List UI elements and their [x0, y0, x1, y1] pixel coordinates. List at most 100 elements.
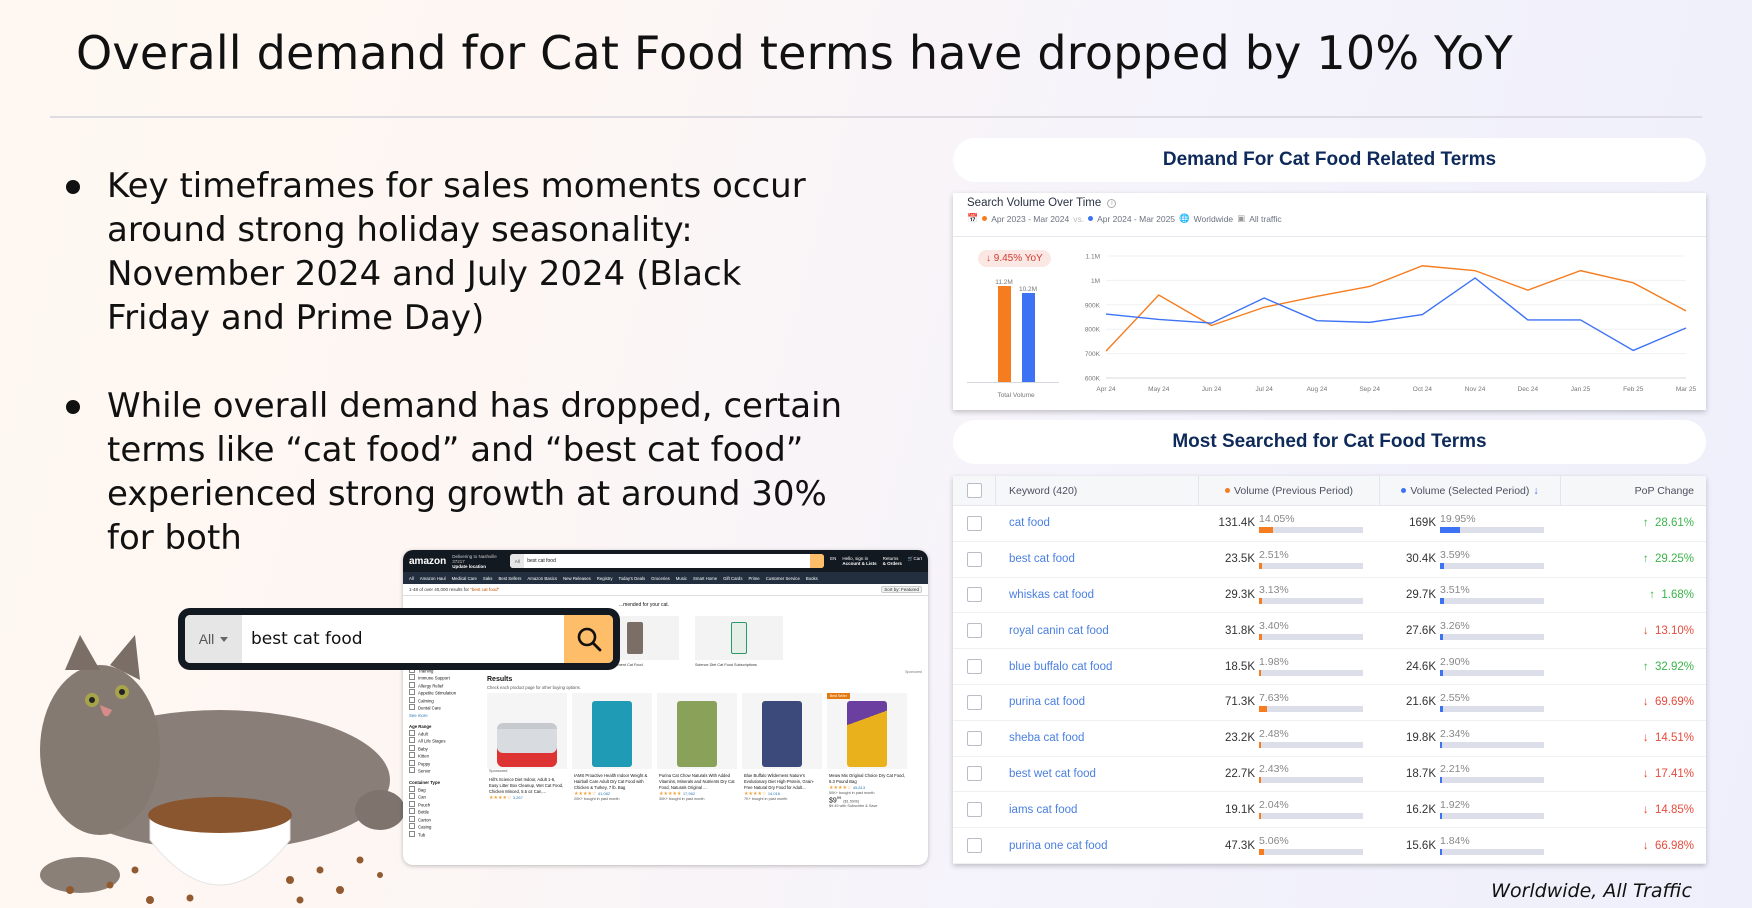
filter-option[interactable]: Dental Care: [409, 704, 479, 712]
rating-stars[interactable]: ★★★★☆ 3,267: [489, 795, 523, 801]
keyword-link[interactable]: sheba cat food: [1009, 732, 1085, 745]
traffic-filter[interactable]: All traffic: [1249, 213, 1282, 224]
keyword-link[interactable]: royal canin cat food: [1009, 624, 1109, 637]
product-image[interactable]: [657, 693, 737, 769]
header-volume-previous[interactable]: Volume (Previous Period): [1199, 476, 1380, 505]
filter-option[interactable]: Senior: [409, 767, 479, 775]
product-title[interactable]: Meow Mix Original Choice Dry Cat Food, 6…: [829, 773, 905, 784]
calendar-icon[interactable]: 📅: [967, 213, 979, 223]
rating-stars[interactable]: ★★★★☆ 41,082: [574, 791, 611, 797]
row-checkbox[interactable]: [967, 623, 982, 639]
amazon-search-button[interactable]: [810, 554, 825, 568]
product-image[interactable]: Best Seller: [827, 693, 907, 769]
filter-option[interactable]: Allergy Relief: [409, 682, 479, 690]
keyword-link[interactable]: iams cat food: [1009, 803, 1078, 816]
table-row[interactable]: best cat food 23.5K 2.51% 30.4K 3.59% ↑ 29.25…: [953, 542, 1706, 578]
filter-option[interactable]: Carton: [409, 816, 479, 824]
table-row[interactable]: purina cat food 71.3K 7.63% 21.6K 2.55% ↓ 69.…: [953, 685, 1706, 721]
nav-item[interactable]: Music: [675, 575, 687, 581]
keyword-link[interactable]: purina cat food: [1009, 696, 1086, 709]
row-checkbox[interactable]: [967, 551, 982, 567]
row-checkbox[interactable]: [967, 587, 982, 603]
filter-option[interactable]: Tub: [409, 831, 479, 839]
filter-option[interactable]: Can: [409, 793, 479, 801]
filter-option[interactable]: Immune Support: [409, 674, 479, 682]
reco-caption[interactable]: Science Diet Cat Food Subscriptions: [695, 663, 757, 667]
bar-selected-period[interactable]: [1022, 293, 1035, 383]
select-all-checkbox[interactable]: [966, 483, 982, 498]
line-series[interactable]: [1105, 265, 1687, 352]
header-keyword[interactable]: Keyword (420): [996, 476, 1199, 505]
filter-option[interactable]: Puppy: [409, 760, 479, 768]
nav-item[interactable]: New Releases: [563, 575, 591, 581]
nav-item[interactable]: Groceries: [651, 575, 670, 581]
nav-item[interactable]: Prime: [748, 575, 760, 581]
filter-option[interactable]: Training: [409, 667, 479, 675]
filter-option[interactable]: Kitten: [409, 752, 479, 760]
nav-item[interactable]: Saks: [482, 575, 493, 581]
nav-item[interactable]: Books: [805, 575, 818, 581]
product-image[interactable]: [742, 693, 822, 769]
product-card[interactable]: Best Seller Meow Mix Original Choice Dry…: [827, 693, 907, 808]
period-prev[interactable]: Apr 2023 - Mar 2024: [991, 213, 1070, 224]
filter-option[interactable]: All Life Stages: [409, 737, 479, 745]
nav-item[interactable]: Medical Care: [451, 575, 477, 581]
cart-link[interactable]: 🛒Cart: [907, 556, 922, 561]
filter-option[interactable]: Casing: [409, 823, 479, 831]
table-row[interactable]: purina one cat food 47.3K 5.06% 15.6K 1.84% ↓…: [953, 828, 1706, 864]
table-row[interactable]: sheba cat food 23.2K 2.48% 19.8K 2.34% ↓ 14.5…: [953, 721, 1706, 757]
filter-option[interactable]: Calming: [409, 697, 479, 705]
sort-dropdown[interactable]: Sort by: Featured: [881, 586, 922, 593]
product-title[interactable]: IAMS Proactive Health Indoor Weight & Ha…: [574, 773, 648, 790]
filter-option[interactable]: Bottle: [409, 808, 479, 816]
keyword-link[interactable]: blue buffalo cat food: [1009, 660, 1113, 673]
row-checkbox[interactable]: [967, 766, 982, 782]
row-checkbox[interactable]: [967, 659, 982, 675]
search-category-dropdown[interactable]: All: [185, 615, 242, 663]
nav-item[interactable]: Smart Home: [693, 575, 718, 581]
geo-filter[interactable]: Worldwide: [1193, 213, 1234, 224]
product-card[interactable]: Purina Cat Chow Naturals With Added Vita…: [657, 693, 737, 801]
reco-tile[interactable]: [695, 616, 783, 660]
nav-item[interactable]: Amazon Basics: [527, 575, 558, 581]
rating-stars[interactable]: ★★★★★ 17,962: [659, 791, 696, 797]
product-title[interactable]: Hill's Science Diet Indoor, Adult 1-6, E…: [489, 777, 564, 794]
product-card[interactable]: IAMS Proactive Health Indoor Weight & Ha…: [572, 693, 652, 801]
search-button[interactable]: [564, 615, 613, 663]
delivery-location[interactable]: Delivering to Nashville 37217 Update loc…: [452, 553, 497, 569]
nav-item[interactable]: Amazon Haul: [419, 575, 446, 581]
table-row[interactable]: iams cat food 19.1K 2.04% 16.2K 1.92% ↓ 14.85…: [953, 792, 1706, 829]
keyword-link[interactable]: purina one cat food: [1009, 839, 1108, 852]
amazon-search-bar[interactable]: All best cat food: [510, 554, 825, 568]
rating-stars[interactable]: ★★★★☆ 14,016: [744, 791, 781, 797]
table-row[interactable]: blue buffalo cat food 18.5K 1.98% 24.6K 2.90…: [953, 649, 1706, 685]
product-image[interactable]: [572, 693, 652, 769]
bar-previous-period[interactable]: [998, 286, 1011, 383]
row-checkbox[interactable]: [967, 515, 982, 531]
amazon-search-input[interactable]: best cat food: [527, 558, 556, 564]
row-checkbox[interactable]: [967, 694, 982, 710]
row-checkbox[interactable]: [967, 802, 982, 818]
info-icon[interactable]: i: [1107, 199, 1117, 208]
keyword-link[interactable]: best wet cat food: [1009, 767, 1096, 780]
nav-item[interactable]: Best Sellers: [498, 575, 522, 581]
nav-item[interactable]: Today's Deals: [618, 575, 646, 581]
table-row[interactable]: royal canin cat food 31.8K 3.40% 27.6K 3.26%…: [953, 613, 1706, 650]
search-volume-line-chart[interactable]: 600K 700K 800K 900K 1M 1.1M Apr 24 May 24 Jun 24…: [1071, 243, 1706, 410]
returns-orders-link[interactable]: Returns & Orders: [882, 556, 902, 566]
sort-descending-icon[interactable]: ↓: [1533, 484, 1539, 497]
header-volume-selected[interactable]: Volume (Selected Period) ↓: [1380, 476, 1561, 505]
nav-item[interactable]: Registry: [596, 575, 613, 581]
line-series[interactable]: [1105, 277, 1687, 352]
language-selector[interactable]: EN: [830, 556, 837, 561]
see-more-link[interactable]: See more: [409, 712, 428, 718]
filter-option[interactable]: Appetite Stimulation: [409, 689, 479, 697]
row-checkbox[interactable]: [967, 838, 982, 854]
amazon-search-category[interactable]: All: [510, 554, 525, 568]
account-lists-link[interactable]: Hello, sign in Account & Lists: [842, 556, 877, 566]
rating-stars[interactable]: ★★★★☆ 45,813: [829, 785, 866, 791]
search-bar[interactable]: All best cat food: [185, 615, 613, 663]
period-selected[interactable]: Apr 2024 - Mar 2025: [1097, 213, 1176, 224]
row-checkbox[interactable]: [967, 730, 982, 746]
product-title[interactable]: Purina Cat Chow Naturals With Added Vita…: [659, 773, 735, 790]
